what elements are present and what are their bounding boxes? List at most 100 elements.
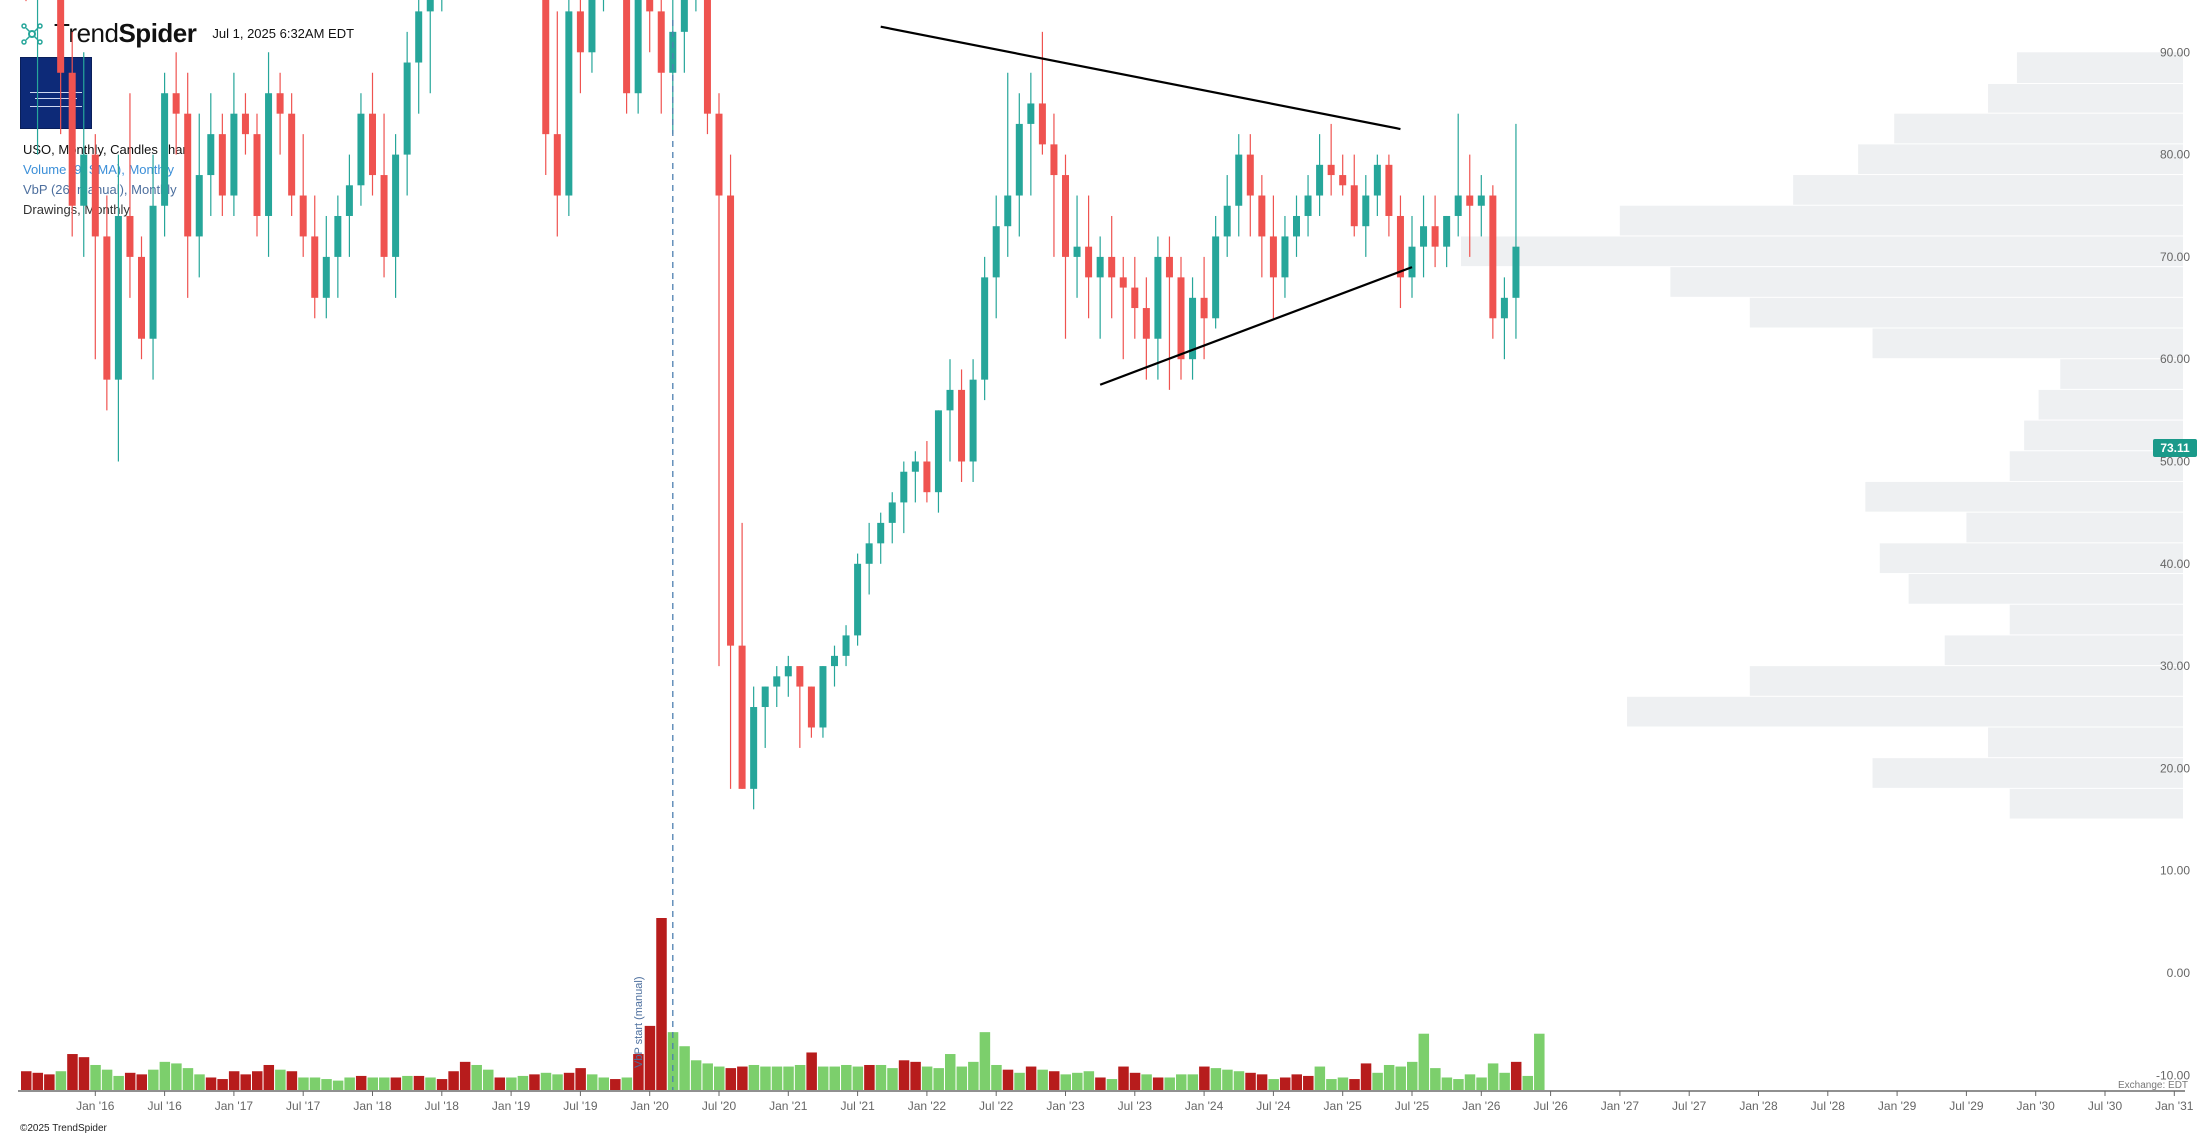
candle-body [1050, 144, 1058, 176]
volume-bar [506, 1077, 517, 1090]
volume-bar [44, 1074, 55, 1090]
volume-bar [1453, 1079, 1464, 1090]
volume-bar [864, 1064, 875, 1090]
volume-bar [228, 1071, 240, 1090]
candle-body [1177, 277, 1185, 360]
candle [1454, 113, 1462, 237]
volume-bar [1256, 1074, 1268, 1090]
candle [57, 0, 65, 135]
candle [761, 686, 769, 748]
candle [1420, 195, 1428, 278]
volume-bar [1476, 1077, 1487, 1090]
vbp-bar [1749, 666, 2183, 696]
candle-body [1327, 164, 1335, 176]
volume-bar [459, 1061, 471, 1090]
candle-body [68, 72, 76, 206]
volume-bar [1210, 1068, 1222, 1090]
volume-bar [656, 918, 667, 1090]
candle-body [1154, 256, 1162, 339]
volume-bar [1199, 1066, 1210, 1090]
vbp-bar [1988, 727, 2183, 758]
volume-bar [621, 1077, 633, 1090]
volume-bar [1002, 1069, 1014, 1090]
volume-bar [1222, 1069, 1233, 1090]
candle-body [426, 0, 434, 12]
vbp-bar [1966, 512, 2183, 543]
drawings-layer[interactable] [672, 20, 1413, 1090]
candle [403, 31, 411, 196]
candle-body [392, 154, 400, 257]
candle [1246, 134, 1254, 237]
x-axis-tick-label: Jul '24 [1256, 1099, 1291, 1113]
legend-main-series[interactable]: USO, Monthly, Candles chart [23, 142, 191, 157]
candle-body [1316, 164, 1324, 196]
candle [992, 195, 1000, 319]
volume-bar [806, 1052, 817, 1090]
volume-bar [714, 1066, 725, 1090]
volume-bar [390, 1077, 402, 1090]
legend-drawings[interactable]: Drawings, Monthly [23, 202, 130, 217]
x-axis-tick-label: Jul '19 [563, 1099, 598, 1113]
x-axis-tick-label: Jul '18 [425, 1099, 460, 1113]
x-axis-tick-label: Jan '16 [76, 1099, 115, 1113]
chart-timestamp: Jul 1, 2025 6:32AM EDT [212, 26, 355, 41]
volume-bar [817, 1066, 829, 1090]
candle [680, 0, 688, 73]
x-axis-tick-label: Jul '21 [840, 1099, 875, 1113]
x-axis-tick-label: Jan '18 [353, 1099, 392, 1113]
candle [1466, 154, 1474, 257]
candle [1281, 215, 1289, 298]
volume-bar [448, 1071, 459, 1090]
candle [415, 0, 423, 114]
candle-body [149, 205, 157, 339]
candle [103, 195, 111, 411]
candle-body [1212, 236, 1220, 319]
volume-bar [124, 1072, 136, 1090]
candle-body [1477, 195, 1485, 206]
candle-body [1500, 297, 1508, 319]
candle-body [299, 195, 307, 237]
volume-bar [1141, 1074, 1152, 1090]
candle-body [958, 389, 966, 462]
candle-body [253, 134, 261, 216]
candle [657, 0, 665, 114]
volume-bar [55, 1071, 67, 1090]
candle [807, 686, 815, 738]
candle-body [900, 471, 908, 503]
candle [369, 72, 376, 196]
volume-bar [1106, 1079, 1118, 1090]
candle [565, 0, 573, 216]
volume-bar [471, 1064, 482, 1090]
volume-bar [1326, 1079, 1337, 1090]
candle-body [1131, 287, 1139, 309]
candle-body [946, 389, 954, 411]
candle-body [1350, 185, 1358, 227]
candle [441, 0, 443, 12]
candle [1431, 195, 1439, 268]
candle [276, 72, 284, 155]
legend-vbp[interactable]: VbP (26, manual), Monthly [23, 182, 177, 197]
candle [969, 359, 977, 482]
candle [1477, 175, 1485, 237]
candle [357, 93, 365, 206]
volume-bar [898, 1060, 910, 1090]
vbp-bar [1988, 84, 2183, 113]
candle-body [218, 134, 226, 196]
candle-body [1512, 246, 1520, 298]
volume-bar [1060, 1074, 1071, 1090]
candle [1258, 175, 1266, 278]
volume-bar [275, 1069, 286, 1090]
volume-bar [933, 1068, 944, 1090]
candle-body [934, 410, 942, 493]
volume-bar [829, 1066, 840, 1090]
volume-bar [991, 1064, 1002, 1090]
volume-bar [321, 1079, 332, 1090]
volume-bar [679, 1046, 690, 1090]
candle [784, 655, 792, 697]
candle-body [634, 0, 642, 94]
x-axis-tick-label: Jan '17 [215, 1099, 254, 1113]
x-axis-tick-label: Jan '22 [908, 1099, 947, 1113]
candle [207, 93, 215, 216]
volume-bar [563, 1072, 575, 1090]
